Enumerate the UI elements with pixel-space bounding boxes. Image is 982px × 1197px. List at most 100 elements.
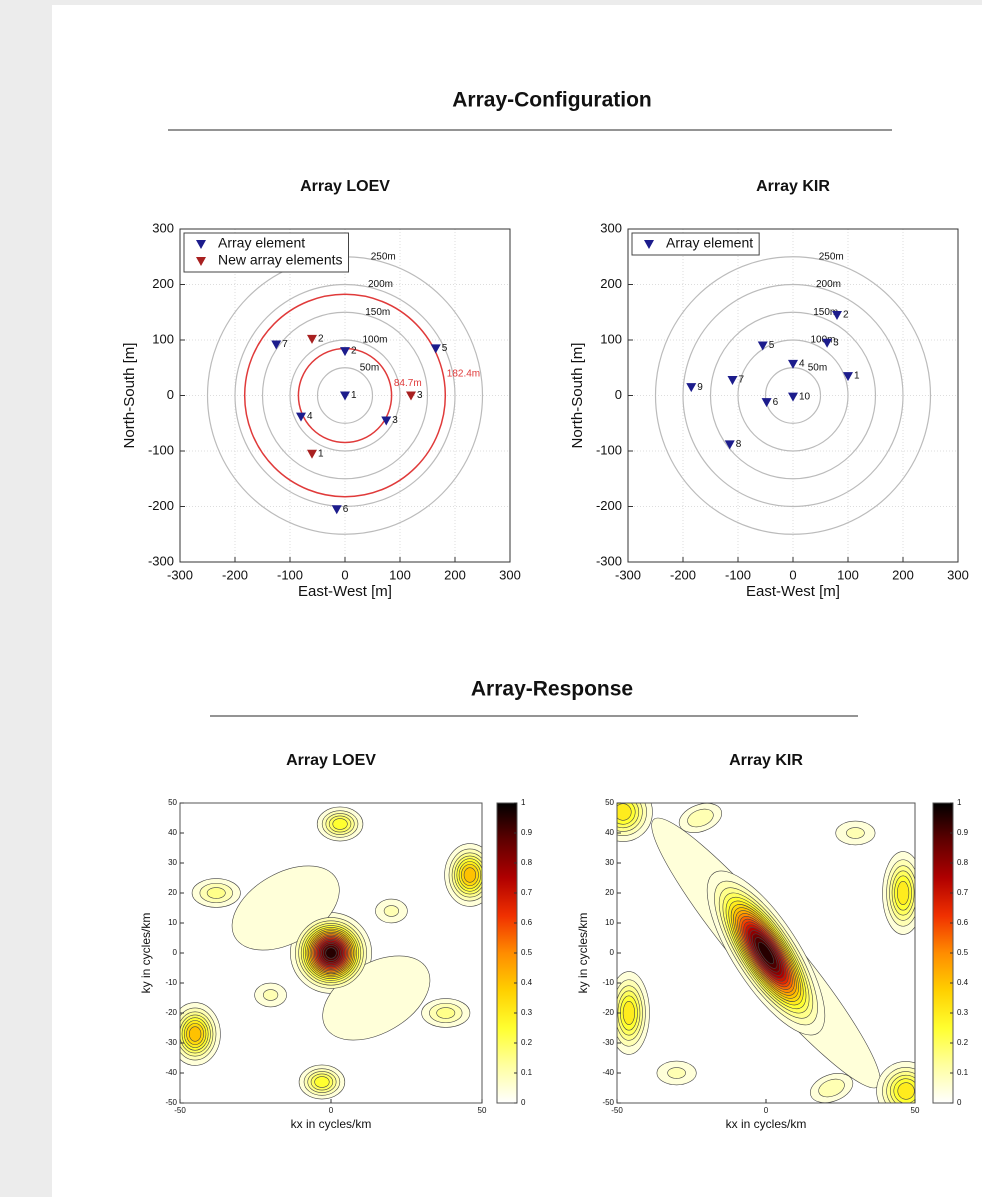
y-tick-label: -50 xyxy=(602,1098,614,1107)
ring-label: 50m xyxy=(360,362,379,373)
y-tick-label: 50 xyxy=(168,798,177,807)
colorbar-tick-label: 0.2 xyxy=(957,1038,969,1047)
y-tick-label: -100 xyxy=(148,442,174,457)
station-label: 7 xyxy=(739,375,745,386)
contour-level xyxy=(818,1078,845,1098)
colorbar-tick-label: 1 xyxy=(957,798,962,807)
legend-label: Array element xyxy=(218,235,305,251)
contour-level xyxy=(325,947,337,959)
x-tick-label: 0 xyxy=(341,567,348,582)
y-tick-label: -200 xyxy=(148,498,174,513)
ring-label: 250m xyxy=(819,251,844,262)
ring-label: 50m xyxy=(808,362,827,373)
distance-ring xyxy=(737,339,849,452)
plot-frame xyxy=(627,228,959,563)
y-tick-label: 20 xyxy=(605,888,614,897)
station-marker xyxy=(271,340,282,350)
station-marker xyxy=(757,341,768,351)
station-marker xyxy=(724,440,735,450)
legend-marker xyxy=(196,240,206,249)
colorbar-tick-label: 0.1 xyxy=(521,1068,533,1077)
y-tick-label: 40 xyxy=(605,828,614,837)
distance-ring xyxy=(234,283,456,508)
legend-box xyxy=(631,232,760,256)
x-tick-label: 100 xyxy=(837,567,859,582)
distance-ring xyxy=(289,339,401,452)
x-axis-label: kx in cycles/km xyxy=(726,1117,807,1131)
y-tick-label: 100 xyxy=(600,331,622,346)
distance-ring xyxy=(709,311,877,480)
contour-level xyxy=(897,1082,915,1100)
station-label: 5 xyxy=(769,340,775,351)
x-tick-label: 200 xyxy=(444,567,466,582)
colorbar-tick-label: 0.2 xyxy=(521,1038,533,1047)
ring-label: 150m xyxy=(365,307,390,318)
colorbar-tick-label: 0.7 xyxy=(521,888,533,897)
station-label: 4 xyxy=(799,359,805,370)
colorbar-tick-label: 0.3 xyxy=(957,1008,969,1017)
x-tick-label: -300 xyxy=(167,567,193,582)
station-marker xyxy=(843,372,853,382)
y-axis-label: ky in cycles/km xyxy=(139,913,153,994)
colorbar-tick-label: 0.7 xyxy=(957,888,969,897)
station-marker xyxy=(430,344,441,354)
y-tick-label: 10 xyxy=(168,918,177,927)
y-tick-label: -300 xyxy=(148,553,174,568)
x-tick-label: -200 xyxy=(670,567,696,582)
y-tick-label: 30 xyxy=(168,858,177,867)
plot-frame xyxy=(179,228,511,563)
y-tick-label: -40 xyxy=(602,1068,614,1077)
station-marker xyxy=(296,412,306,422)
y-tick-label: -300 xyxy=(596,553,622,568)
colorbar-tick-label: 0.6 xyxy=(957,918,969,927)
y-axis-label: North-South [m] xyxy=(121,343,138,449)
x-tick-label: 200 xyxy=(892,567,914,582)
station-label: 7 xyxy=(282,339,288,350)
station-marker xyxy=(307,449,317,459)
y-tick-label: -200 xyxy=(596,498,622,513)
station-label: 10 xyxy=(799,391,811,402)
y-tick-label: -50 xyxy=(165,1098,177,1107)
y-tick-label: 0 xyxy=(167,387,174,402)
contour-level xyxy=(846,827,865,839)
colorbar-tick-label: 0.5 xyxy=(957,948,969,957)
station-label: 1 xyxy=(318,448,324,459)
contour-level xyxy=(667,1067,686,1079)
contour-field xyxy=(180,806,482,1100)
radius-label: 182.4m xyxy=(447,369,480,380)
y-tick-label: 0 xyxy=(610,948,615,957)
x-tick-label: 300 xyxy=(499,567,521,582)
y-tick-label: 300 xyxy=(600,220,622,235)
x-tick-label: 50 xyxy=(911,1106,920,1115)
station-label: 2 xyxy=(351,346,357,357)
radius-label: 84.7m xyxy=(394,378,422,389)
legend-box xyxy=(183,232,349,273)
x-tick-label: -100 xyxy=(277,567,303,582)
y-tick-label: -10 xyxy=(602,978,614,987)
station-label: 1 xyxy=(351,390,357,401)
station-label: 6 xyxy=(343,504,349,515)
colorbar-tick-label: 0.9 xyxy=(957,828,969,837)
station-label: 5 xyxy=(442,343,448,354)
x-tick-label: -50 xyxy=(174,1106,186,1115)
y-tick-label: 20 xyxy=(168,888,177,897)
station-marker xyxy=(788,392,798,402)
station-label: 8 xyxy=(736,439,742,450)
y-tick-label: 200 xyxy=(152,276,174,291)
y-tick-label: -10 xyxy=(165,978,177,987)
x-tick-label: -200 xyxy=(222,567,248,582)
x-axis-label: East-West [m] xyxy=(298,583,392,600)
x-tick-label: 0 xyxy=(329,1106,334,1115)
station-marker xyxy=(406,391,416,401)
contour-level xyxy=(332,818,348,830)
station-marker xyxy=(686,383,697,393)
x-tick-label: 50 xyxy=(478,1106,487,1115)
contour-level xyxy=(383,905,399,917)
station-label: 4 xyxy=(307,411,313,422)
station-label: 3 xyxy=(833,337,839,348)
chart-title: Array LOEV xyxy=(286,752,376,769)
colorbar-tick-label: 0.4 xyxy=(957,978,969,987)
distance-ring xyxy=(316,367,374,424)
